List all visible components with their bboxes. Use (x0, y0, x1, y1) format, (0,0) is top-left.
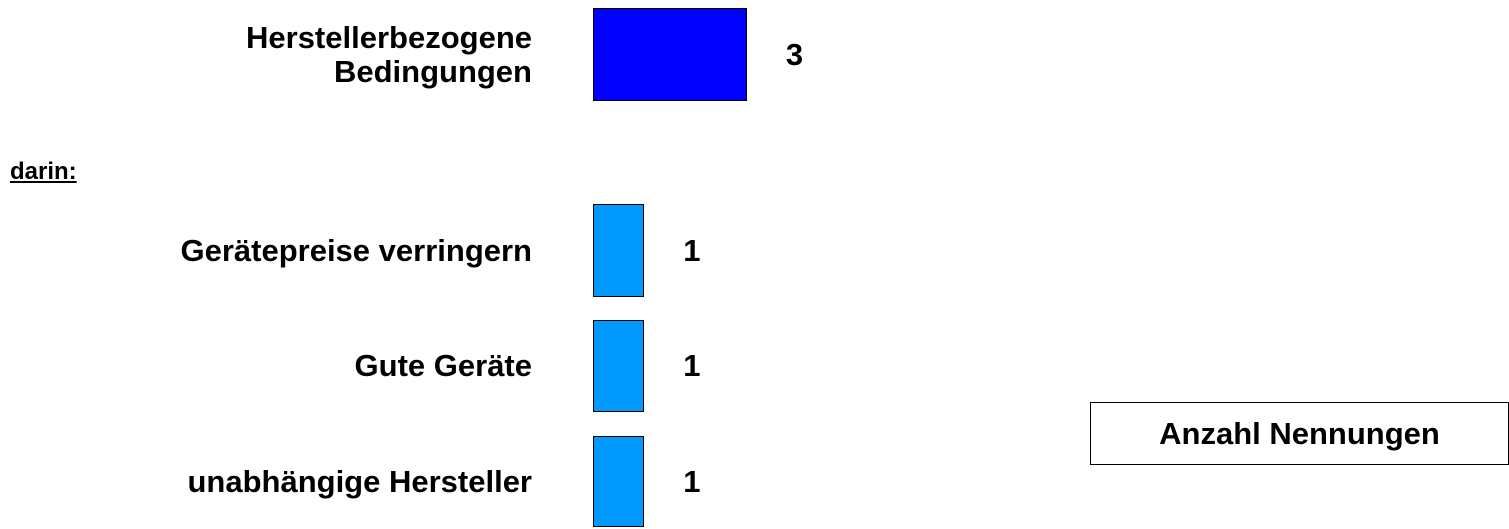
legend-label: Anzahl Nennungen (1159, 415, 1440, 451)
data-label-0: 3 (785, 36, 804, 72)
category-label-2: Gute Geräte (355, 349, 532, 383)
section-label-darin: darin: (10, 158, 77, 185)
bar-3 (593, 436, 645, 527)
category-label-line: unabhängige Hersteller (187, 463, 532, 499)
legend-box: Anzahl Nennungen (1090, 402, 1509, 465)
bar-0 (593, 8, 747, 101)
category-label-1: Gerätepreise verringern (180, 232, 532, 268)
data-label-3: 1 (683, 463, 701, 499)
data-label-2: 1 (683, 348, 701, 383)
category-label-line: Gute Geräte (354, 348, 532, 383)
data-label-1: 1 (683, 232, 701, 268)
bar-2 (593, 320, 645, 412)
category-label-line: Herstellerbezogene (246, 19, 532, 55)
category-label-0: Herstellerbezogene Bedingungen (246, 19, 532, 89)
bar-1 (593, 204, 645, 297)
category-label-3: unabhängige Hersteller (187, 463, 532, 499)
category-label-line: Bedingungen (333, 53, 532, 89)
category-label-line: Gerätepreise verringern (180, 232, 532, 268)
